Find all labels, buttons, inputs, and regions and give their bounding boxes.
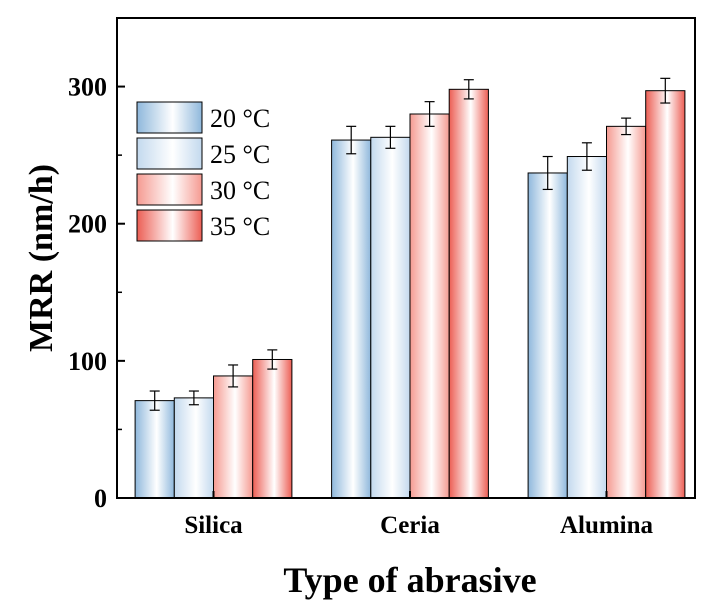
bars-layer	[134, 88, 686, 499]
error-bar-silica-0	[149, 390, 160, 411]
legend-item-2: 30 °C	[136, 173, 270, 206]
bar-alumina-1	[566, 156, 607, 499]
bar-alumina-0	[527, 172, 568, 499]
error-bar-silica-1	[188, 390, 199, 406]
bar-silica-0	[134, 400, 175, 499]
legend-label: 30 °C	[210, 176, 270, 205]
legend-swatch	[136, 101, 203, 134]
error-bar-alumina-3	[660, 77, 671, 104]
legend-item-1: 25 °C	[136, 137, 270, 170]
legend-item-3: 35 °C	[136, 209, 270, 242]
legend-swatch	[136, 209, 203, 242]
y-axis: 0 100 200 300	[68, 73, 125, 513]
bar-alumina-3	[645, 90, 686, 499]
error-bar-silica-3	[267, 349, 278, 370]
error-bar-alumina-2	[621, 117, 632, 136]
x-axis-title: Type of abrasive	[283, 560, 536, 600]
bar-ceria-0	[331, 139, 372, 499]
bar-ceria-1	[370, 136, 411, 499]
bar-silica-2	[213, 375, 254, 499]
bar-ceria-3	[448, 88, 489, 499]
plot-frame	[116, 17, 696, 499]
legend-label: 25 °C	[210, 140, 270, 169]
error-bar-ceria-2	[424, 101, 435, 127]
error-bar-alumina-0	[542, 155, 553, 191]
y-tick-label: 100	[68, 347, 107, 376]
bar-silica-3	[252, 358, 293, 499]
bar-alumina-2	[606, 125, 647, 499]
error-bar-ceria-3	[463, 79, 474, 100]
y-tick-label: 0	[94, 484, 107, 513]
error-bar-ceria-1	[385, 125, 396, 149]
x-tick-label-ceria: Ceria	[380, 512, 440, 539]
legend-item-0: 20 °C	[136, 101, 270, 134]
x-axis: Silica Ceria Alumina	[184, 491, 654, 539]
error-bar-silica-2	[228, 364, 239, 388]
legend-label: 20 °C	[210, 104, 270, 133]
legend-swatch	[136, 173, 203, 206]
bar-ceria-2	[409, 113, 450, 499]
legend-label: 35 °C	[210, 212, 270, 241]
legend-swatch	[136, 137, 203, 170]
bar-silica-1	[173, 397, 215, 499]
x-tick-label-silica: Silica	[184, 512, 243, 539]
y-axis-title: MRR (nm/h)	[23, 164, 60, 352]
y-tick-label: 300	[68, 73, 107, 102]
y-tick-label: 200	[68, 210, 107, 239]
error-bar-ceria-0	[346, 125, 357, 155]
legend: 20 °C 25 °C 30 °C 35 °C	[136, 101, 270, 242]
error-bar-alumina-1	[581, 142, 592, 171]
x-tick-label-alumina: Alumina	[560, 512, 654, 539]
error-bars-layer	[149, 77, 671, 411]
